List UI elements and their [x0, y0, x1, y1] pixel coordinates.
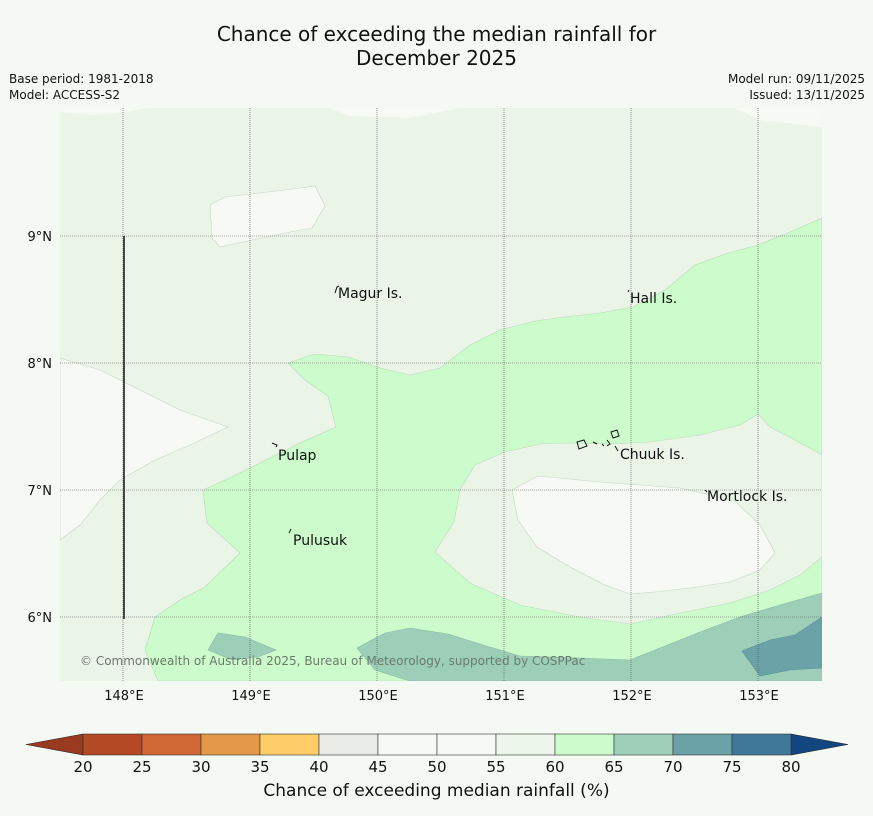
copyright-notice: © Commonwealth of Australia 2025, Bureau… [80, 654, 586, 668]
label-mortlock: Mortlock Is. [707, 489, 787, 505]
colorbar-segment-35-40 [259, 733, 320, 756]
colorbar-segment-40-45 [318, 733, 379, 756]
lon-axis-labels: 148°E 149°E 150°E 151°E 152°E 153°E [104, 689, 779, 704]
label-chuuk: Chuuk Is. [620, 447, 685, 463]
region-50-55-top3 [735, 108, 822, 127]
label-magur: Magur Is. [338, 286, 403, 302]
colorbar-segment-45-50 [377, 733, 438, 756]
colorbar-tick-30: 30 [191, 758, 210, 776]
colorbar-segment-20-25 [82, 733, 143, 756]
base-period: Base period: 1981-2018 [9, 72, 154, 86]
colorbar-tick-50: 50 [427, 758, 446, 776]
lon-label-148: 148°E [104, 689, 144, 704]
region-65-70-south [356, 592, 822, 681]
colorbar-tick-55: 55 [486, 758, 505, 776]
label-pulusuk: Pulusuk [293, 533, 348, 549]
region-50-55-north-patch [209, 185, 326, 248]
label-pulap: Pulap [278, 448, 317, 464]
meta-left: Base period: 1981-2018 Model: ACCESS-S2 [9, 71, 154, 103]
colorbar-tick-80: 80 [781, 758, 800, 776]
colorbar-tick-45: 45 [368, 758, 387, 776]
issued-date: Issued: 13/11/2025 [749, 88, 865, 102]
label-hall: Hall Is. [630, 291, 677, 307]
lon-label-149: 149°E [231, 689, 271, 704]
island-hall [627, 289, 630, 293]
map-plot-area [60, 108, 822, 681]
lon-label-152: 152°E [612, 689, 652, 704]
region-50-55-top [60, 108, 150, 115]
title-line-2: December 2025 [356, 46, 517, 70]
colorbar-segment-65-70 [613, 733, 674, 756]
colorbar-segment-60-65 [554, 733, 615, 756]
lon-label-151: 151°E [485, 689, 525, 704]
colorbar-segment-70-75 [672, 733, 733, 756]
colorbar-tick-60: 60 [545, 758, 564, 776]
colorbar-segment-55-60 [495, 733, 556, 756]
region-65-70-sw [207, 632, 277, 661]
region-70-75-se [741, 616, 822, 677]
lat-label-7: 7°N [28, 484, 53, 499]
lat-label-6: 6°N [28, 611, 53, 626]
lat-axis-labels: 9°N 8°N 7°N 6°N [28, 230, 53, 626]
island-pulap [271, 442, 278, 448]
colorbar-tick-35: 35 [250, 758, 269, 776]
lon-label-153: 153°E [739, 689, 779, 704]
colorbar-tick-70: 70 [663, 758, 682, 776]
place-labels: Magur Is. Hall Is. Pulap Chuuk Is. Mortl… [278, 286, 787, 549]
lon-label-150: 150°E [358, 689, 398, 704]
meta-right: Model run: 09/11/2025 Issued: 13/11/2025 [728, 71, 865, 103]
model-name: Model: ACCESS-S2 [9, 88, 121, 102]
model-run: Model run: 09/11/2025 [727, 72, 865, 86]
colorbar-tick-25: 25 [132, 758, 151, 776]
lat-label-9: 9°N [28, 230, 53, 245]
island-chuuk [576, 429, 620, 452]
colorbar-tick-40: 40 [309, 758, 328, 776]
island-magur [334, 285, 340, 294]
lat-label-8: 8°N [28, 357, 53, 372]
colorbar-segment-30-35 [200, 733, 261, 756]
region-50-55-west [60, 357, 229, 541]
colorbar-tick-65: 65 [604, 758, 623, 776]
gridlines [60, 108, 822, 681]
colorbar-label: Chance of exceeding median rainfall (%) [263, 781, 610, 801]
colorbar-over-arrow [790, 733, 849, 756]
colorbar-tick-20: 20 [73, 758, 92, 776]
colorbar-under-arrow [25, 733, 84, 756]
colorbar-segment-25-30 [141, 733, 202, 756]
title-line-1: Chance of exceeding the median rainfall … [216, 22, 657, 46]
colorbar-segment-50-55 [436, 733, 497, 756]
island-pulusuk [288, 528, 292, 534]
colorbar: 20 25 30 35 40 45 50 55 60 65 70 75 80 [25, 733, 849, 776]
region-50-55-east [511, 475, 776, 595]
island-mortlock [704, 489, 708, 493]
map-title: Chance of exceeding the median rainfall … [0, 22, 873, 70]
island-outlines [271, 285, 708, 534]
region-50-55-top2 [330, 108, 460, 118]
colorbar-tick-75: 75 [722, 758, 741, 776]
colorbar-segment-75-80 [731, 733, 792, 756]
